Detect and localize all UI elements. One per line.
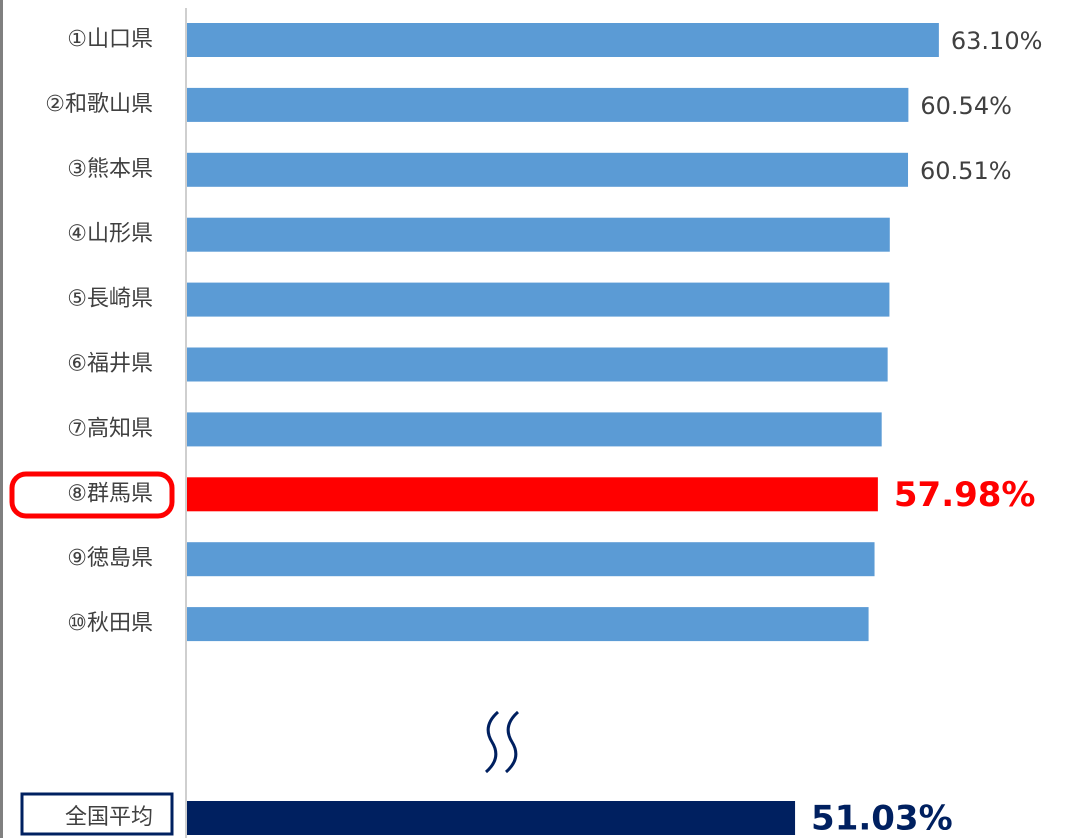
category-label: ⑧群馬県 — [67, 481, 153, 506]
bar — [187, 477, 878, 512]
average-box — [20, 792, 174, 836]
bar — [187, 23, 939, 57]
bar — [187, 152, 909, 187]
value-label: 60.51% — [920, 157, 1012, 185]
bar — [187, 217, 890, 252]
category-label: ②和歌山県 — [45, 92, 153, 117]
value-label: 51.03% — [811, 799, 953, 838]
category-label: 全国平均 — [65, 805, 153, 830]
bar — [187, 412, 882, 447]
bar — [187, 347, 888, 382]
bar — [187, 87, 909, 122]
category-label: ⑤長崎県 — [67, 287, 153, 312]
bar — [187, 542, 875, 577]
category-label: ⑩秋田県 — [67, 611, 153, 636]
category-label: ①山口県 — [67, 27, 153, 52]
value-label: 63.10% — [951, 27, 1043, 55]
category-label: ⑥福井県 — [67, 352, 153, 377]
value-label: 57.98% — [894, 475, 1036, 515]
category-label: ⑦高知県 — [67, 416, 153, 441]
highlight-box — [9, 471, 175, 519]
value-label: 60.54% — [920, 92, 1012, 120]
category-label: ④山形県 — [67, 222, 153, 247]
bar — [187, 801, 796, 835]
category-label: ⑨徳島県 — [67, 546, 153, 571]
category-label: ③熊本県 — [67, 157, 153, 182]
bar — [187, 282, 890, 317]
axis-break — [484, 710, 520, 774]
bar — [187, 607, 869, 642]
left-edge — [0, 0, 3, 838]
